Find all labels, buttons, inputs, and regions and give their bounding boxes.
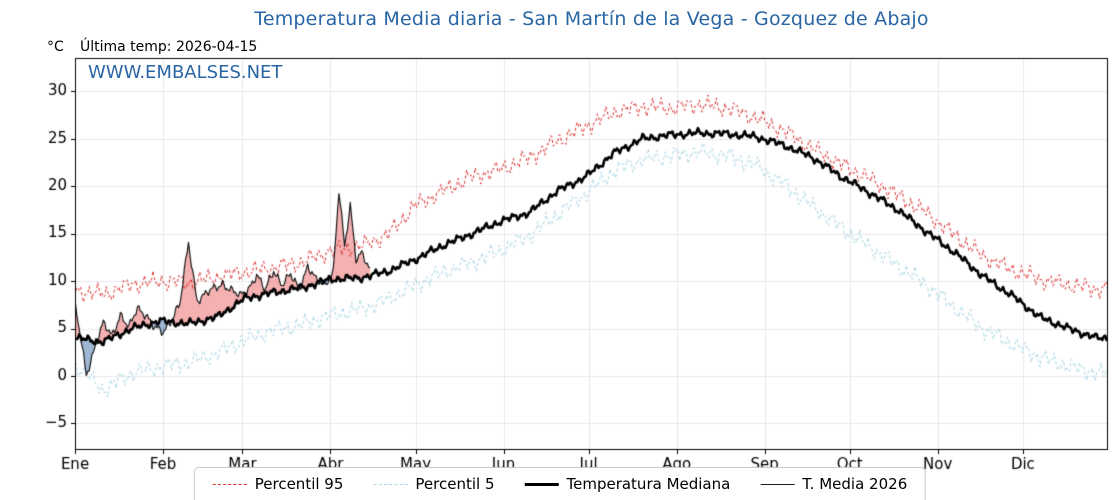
legend-label-t-media-2026: T. Media 2026 — [802, 475, 908, 493]
legend-item-t-media-2026: T. Media 2026 — [760, 475, 907, 493]
y-unit-label: °C — [47, 39, 64, 55]
chart-title: Temperatura Media diaria - San Martín de… — [254, 8, 929, 30]
percentil-5-line-icon — [373, 483, 408, 485]
percentil-95-line-icon — [212, 483, 247, 485]
last-temp-label: Última temp: 2026-04-15 — [80, 39, 258, 55]
legend-label-percentil-5: Percentil 5 — [415, 475, 495, 493]
chart-legend: Percentil 95 Percentil 5 Temperatura Med… — [193, 467, 927, 500]
legend-item-mediana: Temperatura Mediana — [524, 475, 730, 493]
temperatura-mediana-line-icon — [524, 482, 559, 486]
legend-label-mediana: Temperatura Mediana — [566, 475, 731, 493]
legend-label-percentil-95: Percentil 95 — [254, 475, 344, 493]
legend-item-percentil-5: Percentil 5 — [373, 475, 494, 493]
watermark-text: WWW.EMBALSES.NET — [88, 62, 283, 83]
legend-item-percentil-95: Percentil 95 — [212, 475, 344, 493]
t-media-2026-line-icon — [760, 483, 795, 485]
